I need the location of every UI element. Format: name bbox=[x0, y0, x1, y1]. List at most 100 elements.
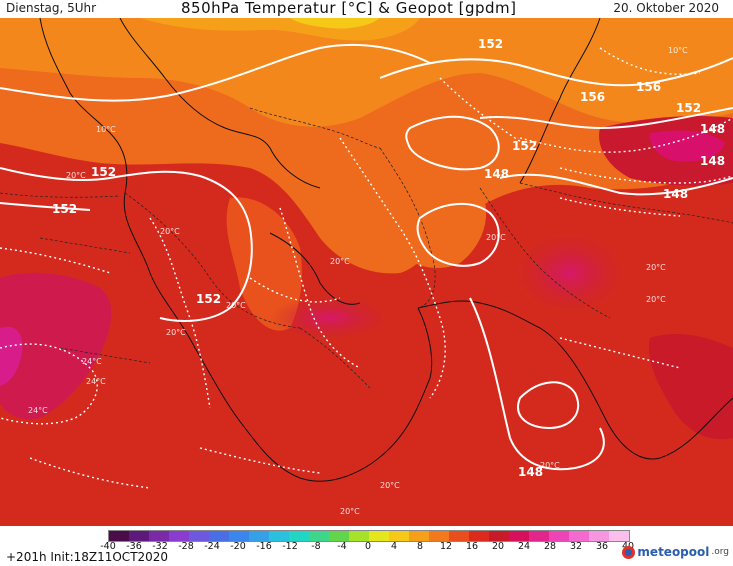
color-scale-swatch bbox=[429, 531, 449, 541]
color-scale-swatch bbox=[509, 531, 529, 541]
temperature-label: 20°C bbox=[226, 301, 246, 310]
temperature-field-hotspot-northeast-core bbox=[649, 130, 725, 162]
isoline-label: 152 bbox=[196, 292, 221, 306]
header-bar: Dienstag, 5Uhr 850hPa Temperatur [°C] & … bbox=[0, 0, 733, 18]
color-scale-tick-label: 12 bbox=[439, 541, 453, 552]
temperature-field-bay bbox=[649, 333, 733, 440]
color-scale-swatch bbox=[609, 531, 629, 541]
color-scale-bar bbox=[108, 530, 630, 542]
color-scale-swatch bbox=[409, 531, 429, 541]
isoline-label: 148 bbox=[700, 154, 725, 168]
color-scale-swatch bbox=[189, 531, 209, 541]
isoline-148-south bbox=[469, 297, 605, 471]
temperature-labels: 10°C 20°C 20°C 20°C 24°C 24°C 20°C 20°C … bbox=[28, 46, 688, 516]
map-canvas: 152 156 156 152 148 152 148 148 148 152 … bbox=[0, 18, 733, 526]
temperature-label: 20°C bbox=[380, 481, 400, 490]
isoline-label: 148 bbox=[518, 465, 543, 479]
color-scale-swatch bbox=[149, 531, 169, 541]
isoline-152-northeast bbox=[479, 107, 733, 130]
logo-text: meteopool bbox=[637, 545, 710, 559]
color-scale-swatch bbox=[549, 531, 569, 541]
temperature-label: 24°C bbox=[82, 357, 102, 366]
color-scale-tick-label: 4 bbox=[390, 541, 398, 552]
isoline-label: 148 bbox=[700, 122, 725, 136]
temperature-label: 20°C bbox=[166, 328, 186, 337]
temperature-label: 20°C bbox=[66, 171, 86, 180]
color-scale-swatch bbox=[529, 531, 549, 541]
temperature-label: 24°C bbox=[28, 406, 48, 415]
isoline-148-northeast bbox=[499, 173, 733, 196]
color-scale-swatch bbox=[169, 531, 189, 541]
color-scale-tick-label: 8 bbox=[416, 541, 424, 552]
color-scale-swatch bbox=[469, 531, 489, 541]
color-scale-tick-label: -4 bbox=[337, 541, 347, 552]
map-title: 850hPa Temperatur [°C] & Geopot [gpdm] bbox=[181, 0, 517, 17]
color-scale-tick-label: -36 bbox=[126, 541, 142, 552]
geopotential-isolines bbox=[0, 43, 733, 471]
color-scale-tick-label: 32 bbox=[569, 541, 583, 552]
temperature-label: 20°C bbox=[646, 263, 666, 272]
color-scale-swatch bbox=[109, 531, 129, 541]
weather-map: 152 156 156 152 148 152 148 148 148 152 … bbox=[0, 18, 733, 526]
temperature-field-yellow bbox=[290, 18, 380, 29]
temperature-field-hotspot-west bbox=[0, 272, 112, 420]
color-scale-swatch bbox=[449, 531, 469, 541]
color-scale-tick-label: -24 bbox=[204, 541, 220, 552]
color-scale-tick-label: -20 bbox=[230, 541, 246, 552]
color-scale-swatch bbox=[329, 531, 349, 541]
color-scale-swatch bbox=[289, 531, 309, 541]
isoline-label: 152 bbox=[52, 202, 77, 216]
color-scale-swatch bbox=[209, 531, 229, 541]
color-scale-tick-label: -16 bbox=[256, 541, 272, 552]
coastlines bbox=[39, 18, 733, 482]
isoline-148-india bbox=[517, 381, 580, 430]
temperature-label: 20°C bbox=[486, 233, 506, 242]
color-scale-tick-label: 20 bbox=[491, 541, 505, 552]
forecast-day-time: Dienstag, 5Uhr bbox=[6, 1, 97, 15]
isoline-152-inner bbox=[405, 115, 500, 171]
color-scale-tick-label: -28 bbox=[178, 541, 194, 552]
temperature-label: 20°C bbox=[646, 295, 666, 304]
isoline-north-wide bbox=[0, 43, 431, 102]
isoline-152-north bbox=[0, 167, 253, 322]
temperature-field-hotspot-west-core bbox=[0, 326, 23, 386]
color-scale-ticks: -40 -36 -32 -28 -24 -20 -16 -12 -8 -4 0 4 8 12 16 20 24 2… bbox=[100, 541, 634, 553]
temperature-label: 20°C bbox=[160, 227, 180, 236]
color-scale-tick-label: -8 bbox=[311, 541, 321, 552]
temperature-label: 24°C bbox=[86, 377, 106, 386]
isoline-label: 152 bbox=[512, 139, 537, 153]
isoline-labels: 152 156 156 152 148 152 148 148 148 152 … bbox=[52, 37, 725, 479]
temperature-label: 10°C bbox=[96, 125, 116, 134]
color-scale-tick-label: 0 bbox=[364, 541, 372, 552]
model-run-info: +201h Init:18Z11OCT2020 bbox=[6, 550, 169, 564]
isoline-label: 152 bbox=[478, 37, 503, 51]
temperature-field-hotspot-india bbox=[515, 233, 625, 313]
isoline-label: 148 bbox=[663, 187, 688, 201]
meteopool-logo[interactable]: meteopool .org bbox=[622, 545, 729, 559]
color-scale-swatch bbox=[349, 531, 369, 541]
temperature-isolines bbox=[0, 47, 733, 489]
color-scale-swatch bbox=[489, 531, 509, 541]
temperature-label: 20°C bbox=[340, 507, 360, 516]
isoline-label: 152 bbox=[91, 165, 116, 179]
isoline-156 bbox=[379, 57, 733, 87]
color-scale-tick-label: 28 bbox=[543, 541, 557, 552]
color-scale-swatch bbox=[569, 531, 589, 541]
temperature-label: 20°C bbox=[540, 461, 560, 470]
temperature-label: 20°C bbox=[330, 257, 350, 266]
color-scale-swatch bbox=[229, 531, 249, 541]
color-scale-swatch bbox=[369, 531, 389, 541]
color-scale-swatch bbox=[309, 531, 329, 541]
color-scale-swatch bbox=[389, 531, 409, 541]
isoline-148-core bbox=[416, 202, 500, 267]
color-scale-swatch bbox=[129, 531, 149, 541]
color-scale-tick-label: -40 bbox=[100, 541, 116, 552]
isoline-label: 152 bbox=[676, 101, 701, 115]
color-scale-swatch bbox=[249, 531, 269, 541]
country-borders bbox=[0, 107, 733, 389]
isoline-label: 148 bbox=[484, 167, 509, 181]
color-scale-tick-label: 36 bbox=[595, 541, 609, 552]
color-scale-tick-label: -12 bbox=[282, 541, 298, 552]
forecast-date: 20. Oktober 2020 bbox=[613, 1, 719, 15]
